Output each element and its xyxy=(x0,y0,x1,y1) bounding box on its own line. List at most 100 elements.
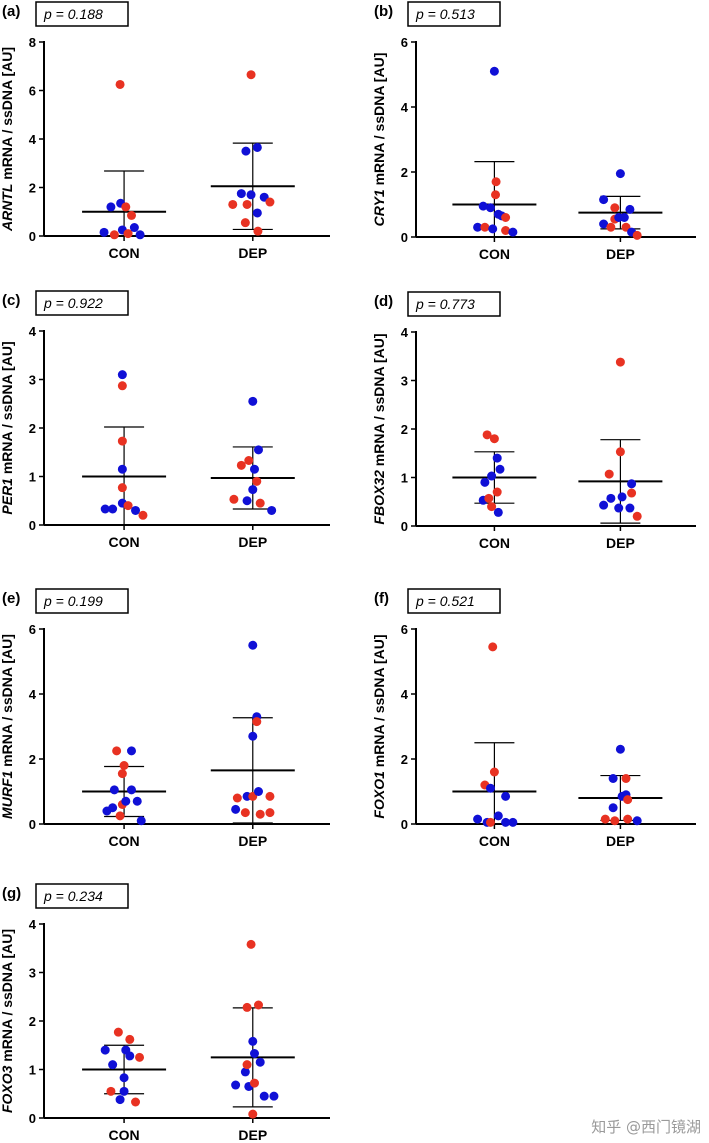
pvalue-box xyxy=(35,290,129,316)
data-point xyxy=(606,222,616,232)
data-point xyxy=(600,814,610,824)
data-point xyxy=(265,791,275,801)
data-point xyxy=(259,1091,269,1101)
data-point xyxy=(119,761,129,770)
data-point xyxy=(249,464,259,474)
data-point xyxy=(608,803,618,813)
data-point xyxy=(106,1086,116,1096)
y-tick-label: 4 xyxy=(401,100,409,115)
y-tick-label: 2 xyxy=(29,421,36,436)
data-point xyxy=(627,488,637,498)
panel-label: (d) xyxy=(374,293,393,310)
pvalue-label: p = 0.922 xyxy=(43,295,103,311)
x-tick-label: CON xyxy=(479,833,510,849)
data-point xyxy=(610,816,620,826)
data-point xyxy=(599,219,609,229)
y-axis-label-unit: mRNA / ssDNA [AU] xyxy=(0,929,15,1066)
y-axis-label-unit: mRNA / ssDNA [AU] xyxy=(371,333,387,470)
data-point xyxy=(132,796,142,806)
data-point xyxy=(615,447,625,457)
data-point xyxy=(100,1045,110,1055)
data-point xyxy=(255,809,265,819)
data-point xyxy=(255,1057,265,1067)
y-axis-label-unit: mRNA / ssDNA [AU] xyxy=(0,47,15,184)
data-point xyxy=(267,505,277,515)
data-point xyxy=(232,793,242,803)
y-tick-label: 6 xyxy=(401,622,408,637)
data-point xyxy=(248,1036,258,1046)
y-axis-label-gene: CRY1 xyxy=(371,189,387,226)
data-point xyxy=(129,223,139,233)
y-tick-label: 0 xyxy=(29,1111,36,1126)
y-tick-label: 6 xyxy=(29,622,36,637)
y-tick-label: 4 xyxy=(29,917,37,932)
data-point xyxy=(491,190,501,200)
data-point xyxy=(125,1034,135,1044)
y-tick-label: 0 xyxy=(401,230,408,245)
data-point xyxy=(492,453,502,463)
data-point xyxy=(131,1097,141,1107)
data-point xyxy=(265,808,275,818)
y-axis-label-unit: mRNA / ssDNA [AU] xyxy=(371,634,387,771)
data-point xyxy=(254,1000,263,1010)
pvalue-box xyxy=(35,883,129,909)
data-point xyxy=(131,505,141,515)
data-point xyxy=(615,357,625,367)
chart-panel-7: (g) p = 0.234 FOXO3 mRNA / ssDNA [AU] 0 1 2 3 4… xyxy=(0,883,330,1143)
y-tick-label: 6 xyxy=(29,84,36,99)
panel-label: (b) xyxy=(374,3,393,20)
data-point xyxy=(138,510,148,520)
data-point xyxy=(484,493,494,503)
data-point xyxy=(599,195,609,205)
data-point xyxy=(485,203,495,213)
data-point xyxy=(253,226,263,236)
y-axis-label-unit: mRNA / ssDNA [AU] xyxy=(0,341,15,478)
data-point xyxy=(625,204,635,214)
pvalue-label: p = 0.521 xyxy=(415,593,475,609)
data-point xyxy=(501,213,511,222)
y-tick-label: 2 xyxy=(29,1014,36,1029)
data-point xyxy=(117,483,127,493)
y-axis-label: ARNTL mRNA / ssDNA [AU] xyxy=(0,47,15,232)
panel-label: (a) xyxy=(2,3,20,20)
data-point xyxy=(478,201,488,211)
data-point xyxy=(242,496,252,506)
x-tick-label: CON xyxy=(479,246,510,262)
x-tick-label: DEP xyxy=(606,246,635,262)
data-point xyxy=(249,1078,259,1088)
data-point xyxy=(495,464,505,474)
data-point xyxy=(112,746,122,756)
data-point xyxy=(623,814,633,824)
x-tick-label: CON xyxy=(109,245,140,261)
x-tick-label: CON xyxy=(479,535,510,551)
y-tick-label: 2 xyxy=(401,422,408,437)
data-point xyxy=(117,436,127,446)
data-point xyxy=(108,504,118,514)
x-tick-label: DEP xyxy=(238,534,267,550)
y-tick-label: 2 xyxy=(401,752,408,767)
y-tick-label: 4 xyxy=(401,687,409,702)
data-point xyxy=(117,769,127,779)
data-point xyxy=(623,795,633,805)
y-axis-label-gene: PER1 xyxy=(0,478,15,515)
data-point xyxy=(254,787,263,796)
pvalue-box xyxy=(35,588,129,614)
y-tick-label: 3 xyxy=(29,966,36,981)
data-point xyxy=(240,808,250,818)
data-point xyxy=(115,811,125,821)
x-tick-label: DEP xyxy=(238,1127,267,1143)
data-point xyxy=(493,811,503,821)
data-point xyxy=(627,479,637,489)
data-point xyxy=(606,493,616,503)
data-point xyxy=(244,455,254,465)
chart-panel-5: (e) p = 0.199 MURF1 mRNA / ssDNA [AU] 0 2 4 6 C… xyxy=(0,588,330,849)
data-point xyxy=(119,1073,129,1083)
data-point xyxy=(473,222,483,232)
y-tick-label: 4 xyxy=(29,687,37,702)
data-point xyxy=(119,1086,129,1096)
pvalue-box xyxy=(407,291,501,317)
y-axis-label-unit: mRNA / ssDNA [AU] xyxy=(371,53,387,190)
data-point xyxy=(236,460,246,470)
pvalue-label: p = 0.513 xyxy=(415,6,475,22)
